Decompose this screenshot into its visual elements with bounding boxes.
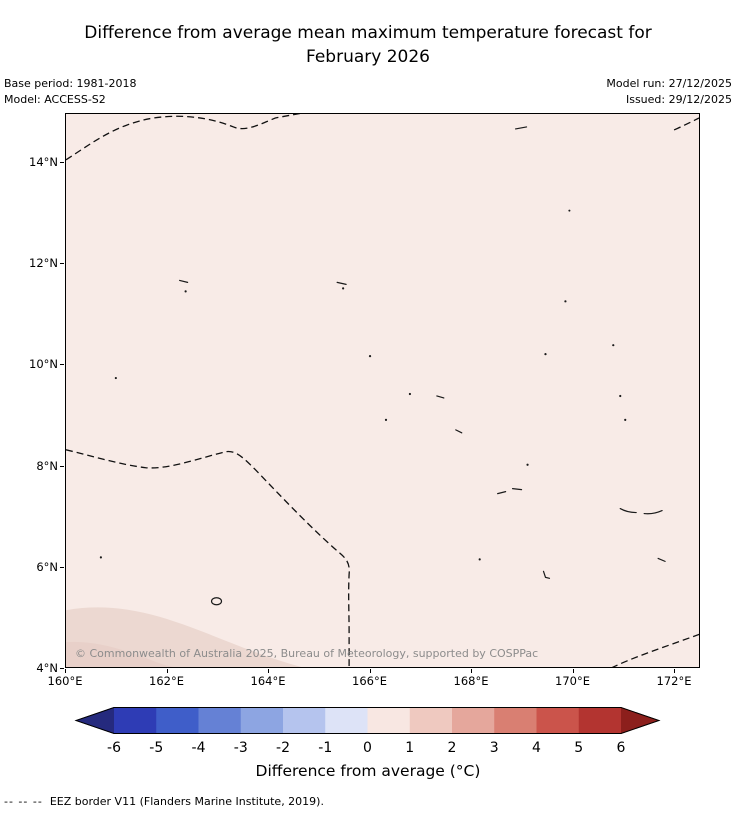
y-tick-mark <box>60 364 64 366</box>
eez-border-west <box>66 449 350 667</box>
x-tick-label: 160°E <box>47 674 83 688</box>
x-tick-label: 164°E <box>250 674 286 688</box>
eez-legend: -- -- -- EEZ border V11 (Flanders Marine … <box>4 795 324 808</box>
colorbar-tick-label: -6 <box>107 740 121 756</box>
y-tick-mark <box>60 162 64 163</box>
island-outline-marks <box>179 126 666 606</box>
colorbar-segment <box>494 707 537 734</box>
x-tick-mark <box>268 669 269 673</box>
eez-border-lines <box>66 114 699 667</box>
x-tick-mark <box>471 669 472 673</box>
x-tick-mark <box>166 669 168 673</box>
x-tick-mark <box>674 669 675 673</box>
colorbar-tick-label: 3 <box>489 740 499 756</box>
colorbar-tick-label: 4 <box>532 740 541 756</box>
colorbar-segment <box>283 707 326 734</box>
colorbar-tick-label: 1 <box>405 740 415 756</box>
base-period-text: Base period: 1981-2018 <box>4 77 137 90</box>
eez-dash-sample: -- -- -- <box>4 795 43 808</box>
colorbar <box>74 707 661 734</box>
y-tick-mark <box>60 465 64 467</box>
colorbar-over-arrow <box>621 707 660 734</box>
colorbar-tick-label: 6 <box>616 740 626 756</box>
colorbar-segment <box>325 707 368 734</box>
x-tick-label: 162°E <box>149 674 184 688</box>
y-tick-mark <box>60 566 64 568</box>
colorbar-tick-label: -1 <box>318 740 333 756</box>
title-line-2: February 2026 <box>306 47 430 67</box>
anomaly-patch-corner <box>66 641 174 667</box>
issued-text: Issued: 29/12/2025 <box>625 93 732 106</box>
meta-left: Base period: 1981-2018 Model: ACCESS-S2 <box>4 76 136 108</box>
copyright-notice: © Commonwealth of Australia 2025, Bureau… <box>75 647 539 660</box>
model-run-text: Model run: 27/12/2025 <box>606 77 732 90</box>
y-tick-label: 8°N <box>36 458 58 473</box>
page-title: Difference from average mean maximum tem… <box>0 21 736 69</box>
colorbar-segment <box>114 707 157 734</box>
x-tick-mark <box>369 669 371 673</box>
colorbar-tick-label: 2 <box>447 740 457 756</box>
x-tick-label: 170°E <box>555 674 590 688</box>
colorbar-label: Difference from average (°C) <box>255 762 481 780</box>
colorbar-segment <box>536 707 580 734</box>
colorbar-segment <box>367 707 411 734</box>
colorbar-segment <box>156 707 199 734</box>
map-graphic <box>66 114 699 667</box>
colorbar-tick-label: 0 <box>363 740 372 756</box>
x-tick-label: 166°E <box>352 674 387 688</box>
meta-right: Model run: 27/12/2025 Issued: 29/12/2025 <box>606 76 732 108</box>
sea-anomaly-fill <box>66 114 699 667</box>
x-tick-mark <box>65 669 66 673</box>
colorbar-segment <box>409 707 453 734</box>
map-area: © Commonwealth of Australia 2025, Bureau… <box>65 113 700 668</box>
y-tick-label: 6°N <box>36 559 58 574</box>
island-dot-marks <box>99 209 627 561</box>
colorbar-tick-label: -5 <box>149 740 164 756</box>
eez-border-northeast <box>673 117 699 131</box>
y-tick-mark <box>60 668 64 669</box>
colorbar-segment <box>452 707 495 734</box>
x-tick-label: 168°E <box>453 674 489 688</box>
colorbar-under-arrow <box>75 707 114 734</box>
y-tick-label: 4°N <box>36 661 58 675</box>
title-line-1: Difference from average mean maximum tem… <box>84 23 652 43</box>
y-tick-label: 14°N <box>29 155 58 169</box>
eez-legend-label: EEZ border V11 (Flanders Marine Institut… <box>49 795 324 808</box>
y-tick-label: 10°N <box>29 357 58 372</box>
colorbar-tick-label: -2 <box>276 740 290 756</box>
colorbar-segment <box>198 707 242 734</box>
x-tick-label: 172°E <box>656 674 692 688</box>
y-tick-mark <box>60 263 64 265</box>
eez-border-north <box>66 114 301 161</box>
colorbar-outline <box>74 707 661 734</box>
model-text: Model: ACCESS-S2 <box>4 93 106 106</box>
colorbar-tick-label: 5 <box>574 740 584 756</box>
x-tick-mark <box>572 669 574 673</box>
colorbar-tick-label: -3 <box>233 740 248 756</box>
y-tick-label: 12°N <box>29 256 58 271</box>
colorbar-segment <box>578 707 622 734</box>
colorbar-segment <box>240 707 284 734</box>
colorbar-tick-label: -4 <box>191 740 206 756</box>
